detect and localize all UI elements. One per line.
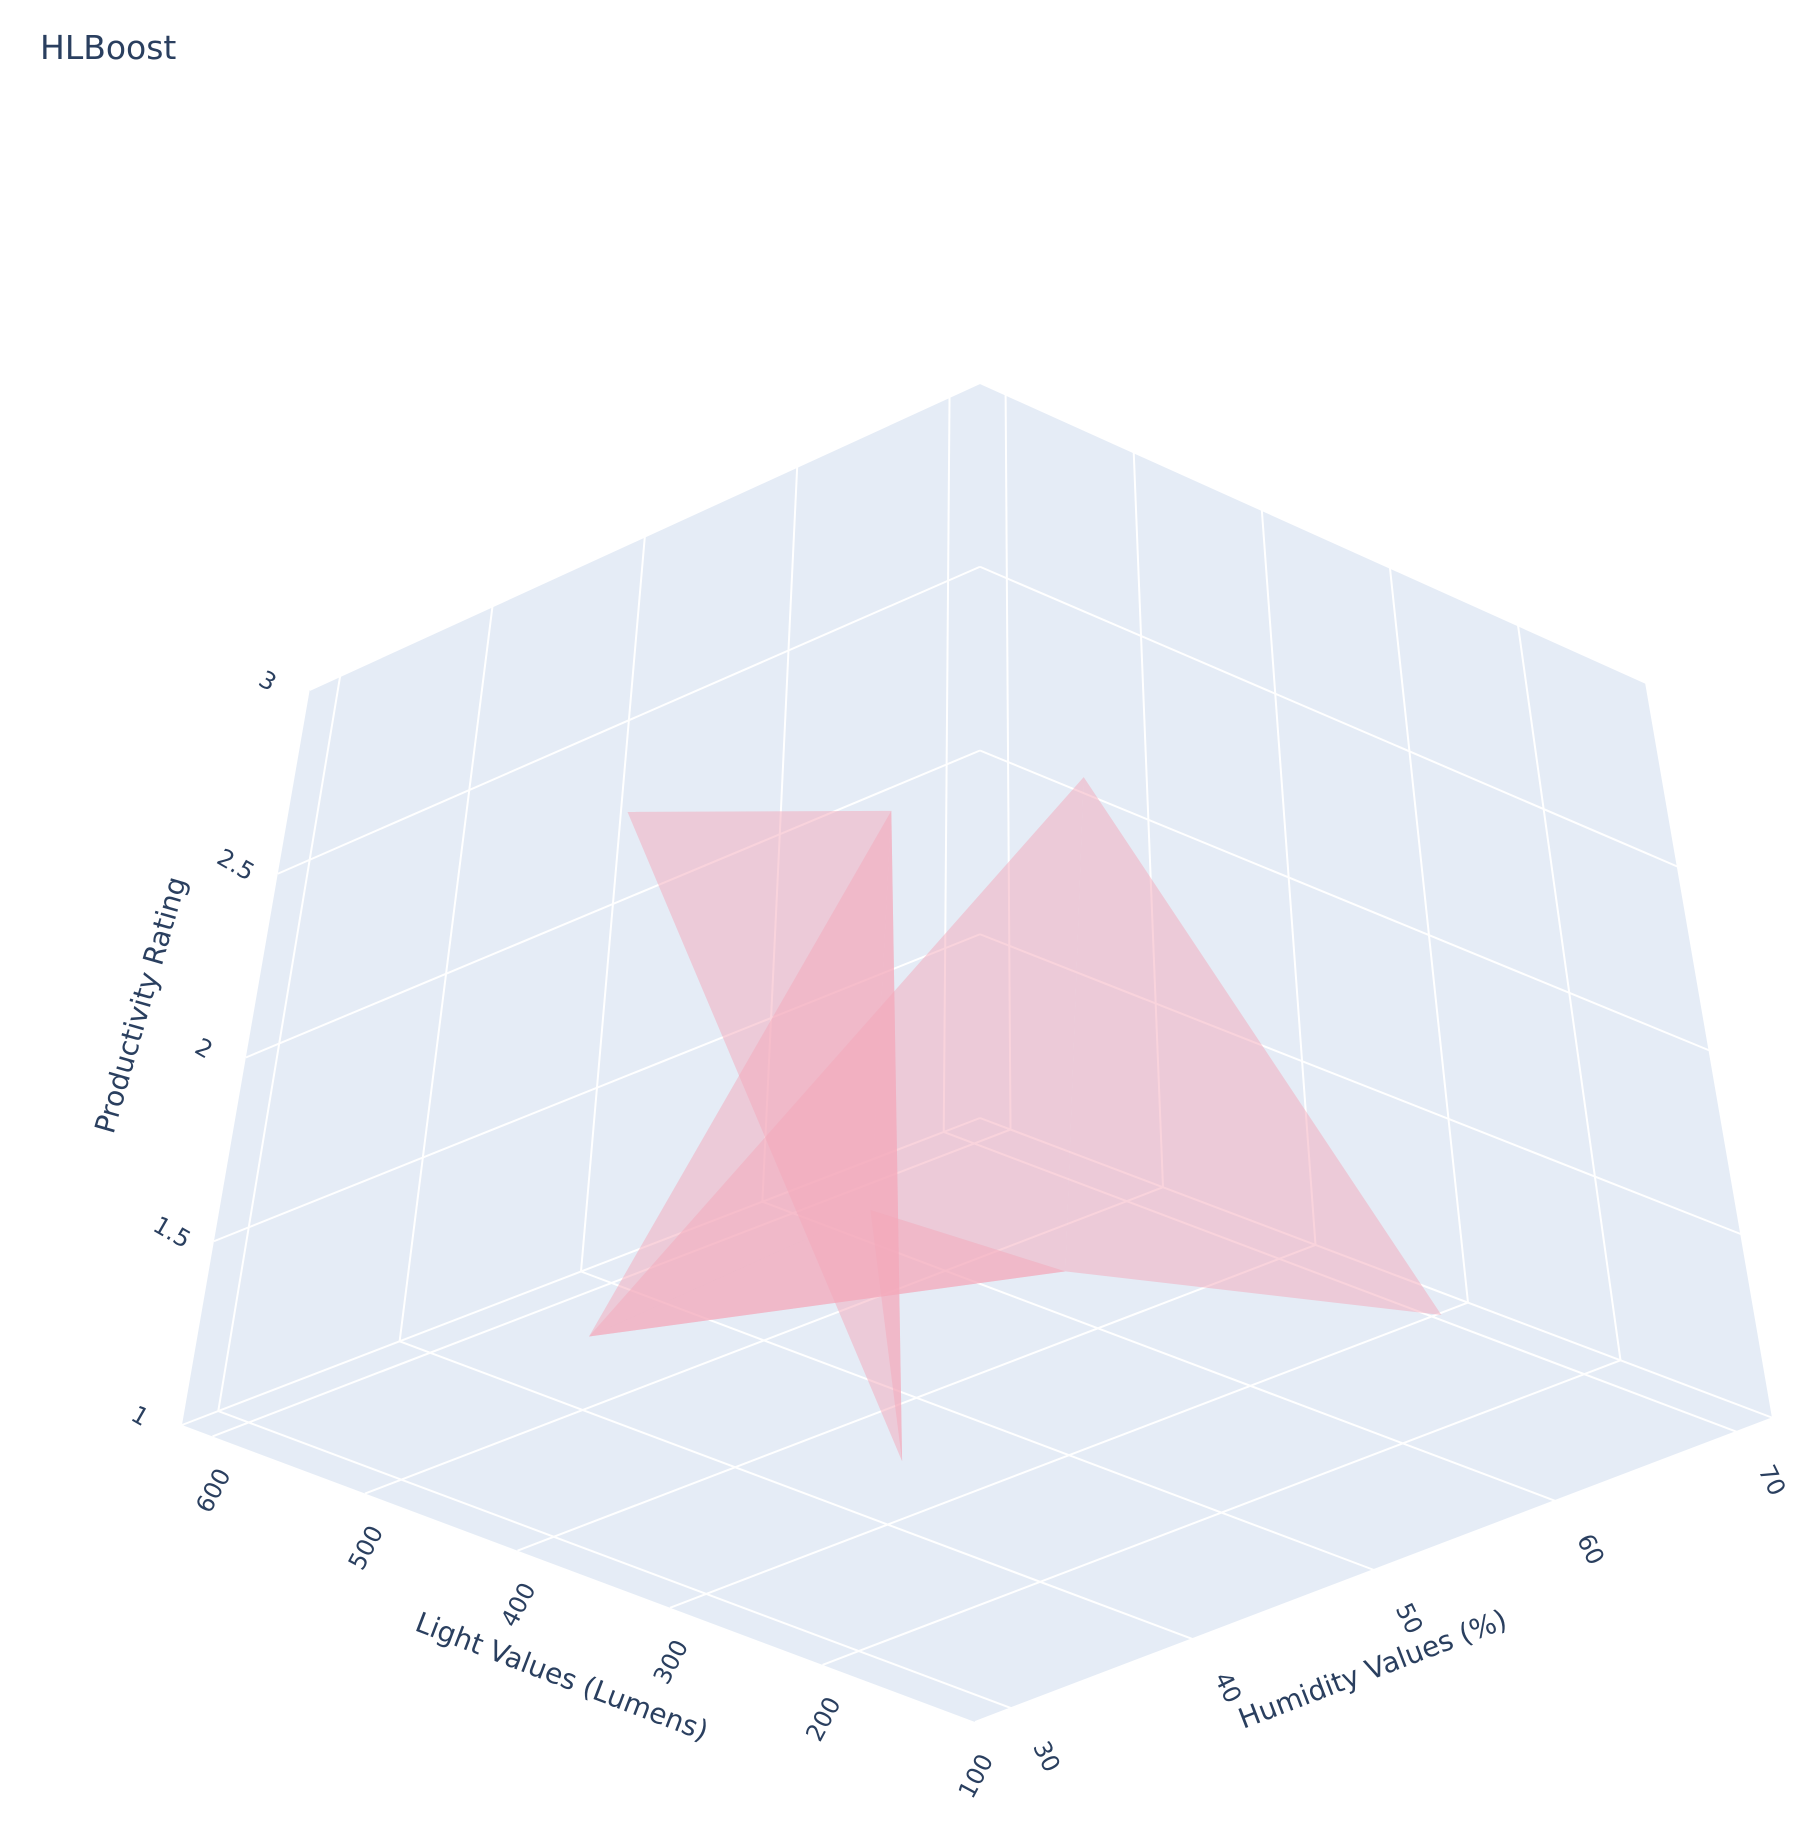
gridline-z-wall-a	[277, 565, 981, 875]
gridline-y-floor	[580, 1270, 1375, 1571]
tick-label-z: 3	[254, 665, 281, 697]
tick-label-y: 60	[1571, 1530, 1610, 1570]
gridline-y-floor	[399, 1340, 1193, 1641]
gridline-z-wall-a	[245, 749, 981, 1059]
tick-label-x: 500	[343, 1521, 389, 1575]
tick-label-z: 1.5	[148, 1211, 195, 1254]
axis-title-y: Humidity Values (%)	[1234, 1603, 1512, 1736]
tick-label-z: 2.5	[212, 843, 259, 886]
axis-title-z: Productivity Rating	[88, 873, 193, 1137]
chart-title: HLBoost	[40, 28, 177, 67]
gridline-z-wall-b	[979, 382, 1647, 684]
tick-label-z: 2	[190, 1033, 217, 1065]
gridline-z-wall-b	[979, 749, 1710, 1052]
tick-label-x: 200	[800, 1692, 846, 1746]
tick-label-z: 1	[126, 1400, 153, 1432]
tick-label-x: 600	[190, 1464, 236, 1518]
gridline-z-wall-a	[309, 382, 981, 691]
tick-label-x: 300	[648, 1635, 694, 1689]
gridline-z-wall-b	[979, 565, 1679, 868]
mesh-triangle	[627, 810, 903, 1462]
tick-label-x: 100	[953, 1749, 999, 1803]
tick-label-y: 30	[1027, 1737, 1066, 1777]
tick-label-y: 70	[1753, 1460, 1792, 1500]
tick-label-x: 400	[495, 1578, 541, 1632]
mesh-triangle	[1065, 777, 1442, 1315]
gridline-y-floor	[217, 1410, 1012, 1710]
mesh-surface[interactable]	[589, 777, 1442, 1462]
